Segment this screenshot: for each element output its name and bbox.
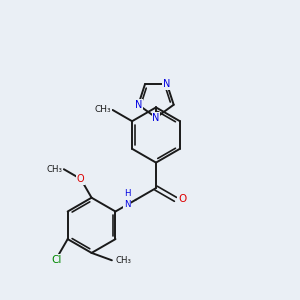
- Text: N: N: [152, 112, 160, 123]
- Text: CH₃: CH₃: [46, 165, 62, 174]
- Text: CH₃: CH₃: [94, 105, 111, 114]
- Text: O: O: [178, 194, 186, 204]
- Text: H
N: H N: [124, 189, 130, 208]
- Text: CH₃: CH₃: [116, 256, 131, 265]
- Text: O: O: [77, 174, 85, 184]
- Text: N: N: [163, 79, 171, 89]
- Text: N: N: [135, 100, 142, 110]
- Text: Cl: Cl: [51, 255, 62, 265]
